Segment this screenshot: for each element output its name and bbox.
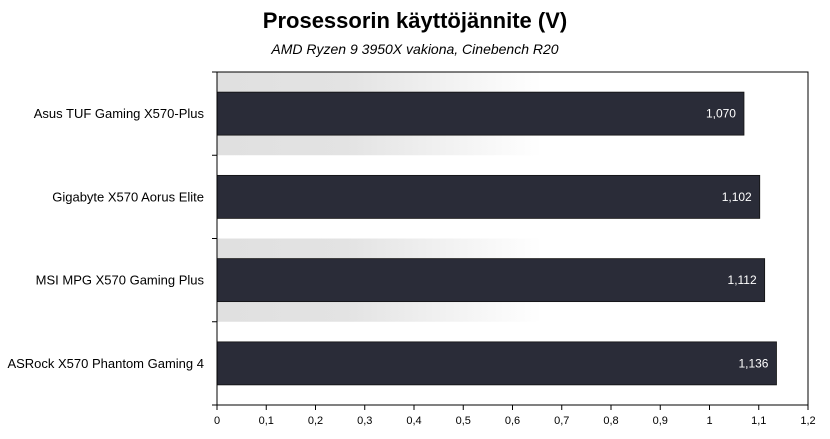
data-label: 1,136 (738, 356, 768, 370)
x-tick-label: 0,4 (406, 415, 421, 427)
category-label: MSI MPG X570 Gaming Plus (36, 273, 205, 288)
bar (216, 174, 761, 219)
x-tick-label: 0,7 (554, 415, 569, 427)
x-tick-label: 0,9 (653, 415, 668, 427)
x-tick-label: 0,6 (505, 415, 520, 427)
x-tick-label: 1,2 (800, 415, 815, 427)
category-label: Gigabyte X570 Aorus Elite (52, 189, 204, 204)
labels: 1,070 Asus TUF Gaming X570-Plus 1,102 Gigab… (7, 106, 815, 427)
x-tick-label: 0,3 (357, 415, 372, 427)
x-tick-label: 0,8 (603, 415, 618, 427)
category-label: ASRock X570 Phantom Gaming 4 (7, 356, 204, 371)
chart-subtitle: AMD Ryzen 9 3950X vakiona, Cinebench R20 (271, 41, 559, 57)
axes (212, 71, 809, 410)
bar (216, 258, 766, 303)
x-tick-label: 0,5 (456, 415, 471, 427)
data-label: 1,102 (722, 190, 752, 204)
x-tick-label: 1,1 (751, 415, 766, 427)
chart-title: Prosessorin käyttöjännite (V) (262, 8, 568, 33)
data-label: 1,112 (728, 273, 757, 287)
bar (216, 341, 777, 386)
x-tick-label: 0,1 (259, 415, 274, 427)
bar (216, 91, 745, 136)
x-tick-label: 0 (214, 415, 220, 427)
category-label: Asus TUF Gaming X570-Plus (34, 106, 205, 121)
x-tick-label: 0,2 (308, 415, 323, 427)
bar-series (216, 91, 777, 386)
x-tick-label: 1 (706, 415, 712, 427)
data-label: 1,070 (706, 107, 736, 121)
